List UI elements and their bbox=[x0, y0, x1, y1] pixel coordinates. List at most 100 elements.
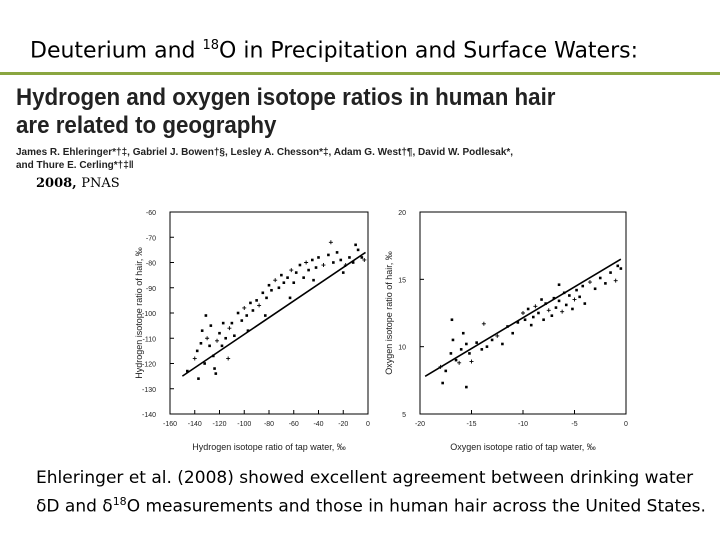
chart1-data-point bbox=[249, 301, 252, 305]
chart2-data-point bbox=[583, 302, 587, 305]
chart2-data-point bbox=[457, 360, 462, 365]
chart2-data-point bbox=[438, 364, 443, 369]
chart1-data-point bbox=[292, 281, 296, 284]
chart2-data-point bbox=[546, 308, 551, 313]
chart2-data-point bbox=[529, 323, 533, 327]
chart2-data-point bbox=[511, 331, 514, 335]
chart1-x-axis-label: Hydrogen isotope ratio of tap water, ‰ bbox=[192, 442, 346, 452]
chart2-data-point bbox=[581, 284, 585, 288]
chart1-data-point bbox=[351, 261, 355, 264]
chart2-data-point bbox=[450, 318, 454, 322]
chart2-data-point bbox=[475, 341, 478, 344]
chart2-x-tick-label: -20 bbox=[415, 421, 425, 428]
chart1-data-point bbox=[327, 253, 330, 257]
chart1-data-point bbox=[286, 276, 289, 279]
chart1-y-tick-label: -110 bbox=[143, 336, 157, 343]
chart1-data-point bbox=[199, 342, 203, 345]
chart1-data-point bbox=[246, 329, 250, 332]
chart1-data-point bbox=[307, 268, 310, 272]
chart1-data-point bbox=[294, 271, 298, 274]
chart2-data-point bbox=[485, 345, 489, 348]
chart2-data-point bbox=[613, 278, 618, 283]
chart2-trend-line bbox=[424, 258, 622, 377]
slide-title-text: Deuterium and bbox=[30, 38, 203, 64]
chart2-data-point bbox=[533, 304, 538, 309]
chart1-data-point bbox=[282, 281, 286, 284]
chart2-data-point bbox=[560, 309, 565, 314]
chart1-data-point bbox=[298, 263, 302, 267]
chart1-data-point bbox=[227, 326, 232, 331]
chart1-y-tick-label: -140 bbox=[142, 412, 156, 419]
chart1-data-point bbox=[208, 344, 211, 348]
chart2-data-point bbox=[564, 303, 568, 307]
chart1-data-point bbox=[192, 356, 197, 361]
chart1-data-point bbox=[267, 283, 271, 287]
chart1-data-point bbox=[311, 258, 314, 262]
chart1-data-point bbox=[261, 291, 265, 295]
chart1-data-point bbox=[242, 305, 247, 310]
chart1-x-tick-label: -60 bbox=[289, 421, 299, 428]
chart1-y-tick-label: -80 bbox=[146, 261, 156, 268]
chart2-data-point bbox=[532, 315, 535, 319]
chart2-data-point bbox=[451, 338, 455, 342]
chart1-data-point bbox=[205, 336, 210, 341]
slide-caption: Ehleringer et al. (2008) showed excellen… bbox=[36, 466, 706, 519]
chart1-data-point bbox=[224, 336, 227, 340]
chart1-data-point bbox=[317, 256, 320, 259]
chart2-data-point bbox=[604, 282, 607, 285]
caption-line2: δD and δ18O measurements and those in hu… bbox=[36, 490, 706, 519]
chart2-data-point bbox=[449, 352, 453, 355]
chart2-x-tick-label: 0 bbox=[624, 421, 628, 428]
chart2-data-point bbox=[526, 307, 530, 311]
citation-journal: PNAS bbox=[81, 176, 120, 191]
paper-authors: James R. Ehleringer*†‡, Gabriel J. Bowen… bbox=[16, 146, 513, 172]
chart1-y-tick-label: -130 bbox=[142, 387, 156, 394]
slide-title: Deuterium and 18O in Precipitation and S… bbox=[30, 38, 638, 63]
chart1-data-point bbox=[335, 251, 339, 254]
chart1-data-point bbox=[203, 362, 206, 365]
chart1-data-point bbox=[270, 288, 273, 292]
chart1-data-point bbox=[213, 367, 216, 370]
chart1-y-axis-label: Hydrogen isotope ratio of hair, ‰ bbox=[134, 247, 144, 379]
chart2-data-point bbox=[540, 298, 543, 301]
chart2-data-point bbox=[619, 267, 623, 270]
chart1-data-point bbox=[251, 309, 255, 312]
chart2-data-point bbox=[572, 297, 577, 302]
chart1-data-point bbox=[265, 296, 268, 300]
chart1-x-tick-label: -100 bbox=[237, 421, 251, 428]
chart1-x-tick-label: -160 bbox=[163, 421, 177, 428]
chart1-plot-frame bbox=[169, 211, 369, 415]
chart1-data-point bbox=[341, 271, 345, 274]
chart2-data-point bbox=[587, 280, 592, 285]
chart1-x-tick-label: -140 bbox=[188, 421, 202, 428]
chart1-data-point bbox=[314, 266, 318, 269]
authors-line2: and Thure E. Cerling*†‡‖ bbox=[16, 160, 134, 171]
chart2-data-point bbox=[537, 311, 540, 315]
citation: 2008, PNAS bbox=[36, 176, 120, 191]
chart1-x-tick-label: 0 bbox=[366, 421, 370, 428]
chart1-data-point bbox=[195, 349, 199, 353]
chart2-y-tick-label: 20 bbox=[398, 210, 406, 217]
chart2-y-axis-label: Oxygen isotope ratio of hair, ‰ bbox=[384, 251, 394, 375]
chart2-x-tick-label: -10 bbox=[518, 421, 528, 428]
chart2-data-point bbox=[575, 288, 578, 292]
chart1-data-point bbox=[221, 321, 225, 325]
chart2-data-point bbox=[490, 338, 494, 342]
chart1-data-point bbox=[257, 303, 262, 308]
chart1-y-tick-label: -60 bbox=[146, 210, 156, 217]
chart1-data-point bbox=[362, 257, 367, 262]
chart1-y-tick-label: -100 bbox=[142, 311, 156, 318]
chart1-data-point bbox=[348, 256, 351, 259]
citation-year: 2008, bbox=[36, 176, 82, 191]
chart1-data-point bbox=[230, 321, 234, 325]
chart2-y-tick-label: 5 bbox=[402, 412, 406, 419]
chart1-data-point bbox=[186, 369, 189, 373]
chart1-data-point bbox=[240, 319, 244, 322]
chart2-data-point bbox=[578, 295, 581, 299]
chart1-data-point bbox=[312, 278, 315, 282]
chart2-data-point bbox=[459, 348, 463, 351]
chart2-data-point bbox=[465, 385, 468, 389]
chart1-data-point bbox=[218, 331, 221, 335]
chart1-data-point bbox=[263, 314, 267, 317]
chart1-x-tick-label: -120 bbox=[212, 421, 226, 428]
